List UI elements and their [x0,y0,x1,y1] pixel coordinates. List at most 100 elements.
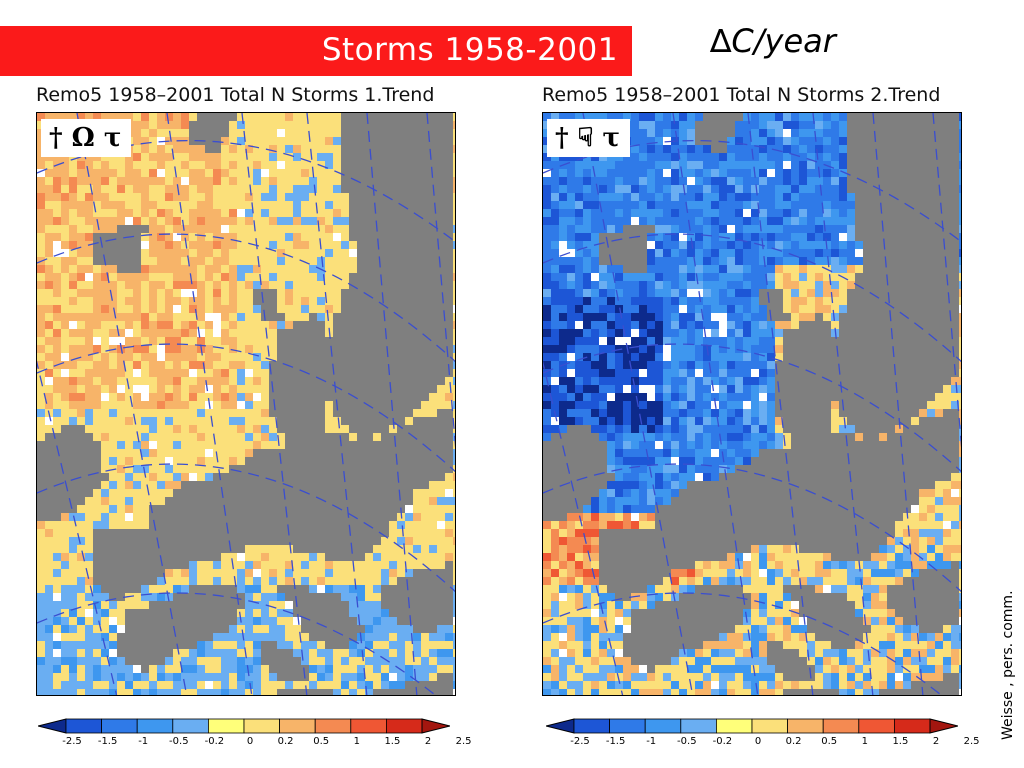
map-cell [157,449,165,457]
map-cell [429,449,437,457]
map-cell [285,321,293,329]
map-cell [389,201,397,209]
map-cell [397,473,405,481]
map-cell [221,185,229,193]
map-cell [165,305,173,313]
map-cell [397,617,405,625]
map-cell [325,385,333,393]
map-cell [269,273,277,281]
map-cell [93,113,101,121]
map-cell [245,281,253,289]
map-cell [607,273,615,281]
map-cell [269,601,277,609]
map-cell [181,585,189,593]
map-cell [615,169,623,177]
map-cell [165,561,173,569]
map-cell [405,665,413,673]
map-cell [149,369,157,377]
map-cell [783,113,791,121]
map-cell [157,353,165,361]
map-cell [429,617,437,625]
map-cell [405,625,413,633]
map-cell [373,289,381,297]
map-cell [815,265,823,273]
map-cell [277,329,285,337]
map-cell [831,113,839,121]
map-cell [429,433,437,441]
map-cell [445,505,453,513]
map-cell [85,585,93,593]
map-cell [389,161,397,169]
map-cell [205,137,213,145]
map-cell [149,409,157,417]
map-cell [935,129,943,137]
map-cell [117,649,125,657]
map-cell [759,249,767,257]
map-cell [405,481,413,489]
map-cell [453,345,455,353]
map-cell [317,577,325,585]
map-cell [365,217,373,225]
map-cell [173,529,181,537]
map-cell [567,225,575,233]
map-cell [365,665,373,673]
map-cell [389,433,397,441]
map-cell [687,169,695,177]
map-cell [37,681,45,689]
map-cell [711,145,719,153]
map-cell [839,233,847,241]
map-cell [125,521,133,529]
map-cell [333,217,341,225]
map-cell [935,153,943,161]
map-cell [229,433,237,441]
map-cell [125,609,133,617]
map-cell [341,185,349,193]
map-cell [927,257,935,265]
map-cell [285,129,293,137]
map-cell [173,185,181,193]
map-cell [93,545,101,553]
map-cell [567,273,575,281]
map-cell [341,305,349,313]
map-cell [245,449,253,457]
map-cell [623,177,631,185]
map-cell [125,457,133,465]
map-cell [719,249,727,257]
map-cell [149,401,157,409]
map-cell [397,353,405,361]
map-cell [679,169,687,177]
map-cell [141,401,149,409]
map-cell [165,617,173,625]
map-cell [381,145,389,153]
map-cell [453,625,455,633]
map-cell [141,225,149,233]
map-cell [405,305,413,313]
map-cell [863,161,871,169]
map-cell [405,121,413,129]
map-cell [245,569,253,577]
map-cell [437,657,445,665]
map-cell [133,249,141,257]
map-cell [229,225,237,233]
map-cell [421,153,429,161]
map-cell [181,665,189,673]
map-cell [221,649,229,657]
map-cell [421,489,429,497]
map-cell [293,169,301,177]
map-cell [61,241,69,249]
map-cell [421,313,429,321]
map-cell [349,249,357,257]
map-cell [237,593,245,601]
map-cell [77,265,85,273]
map-cell [357,329,365,337]
map-cell [405,249,413,257]
map-cell [221,265,229,273]
map-cell [839,249,847,257]
map-cell [293,441,301,449]
map-cell [245,473,253,481]
map-cell [181,497,189,505]
map-cell [711,177,719,185]
map-cell [253,473,261,481]
map-cell [269,337,277,345]
map-cell [261,321,269,329]
